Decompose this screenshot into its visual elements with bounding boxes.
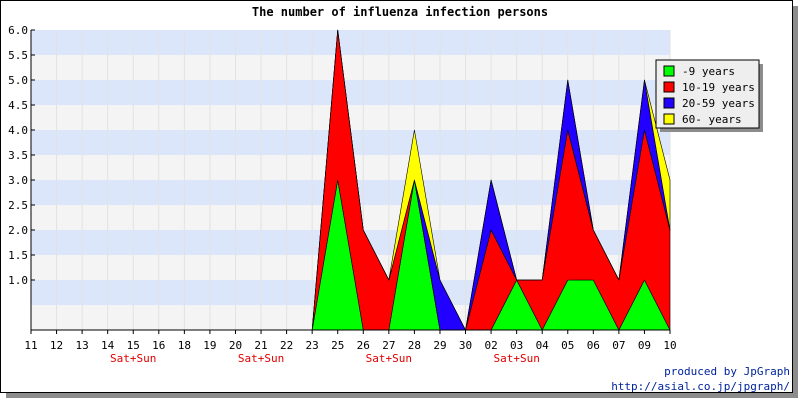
grid-band (31, 30, 670, 55)
weekend-label: Sat+Sun (366, 352, 412, 365)
weekend-label: Sat+Sun (110, 352, 156, 365)
legend: -9 years 10-19 years 20-59 years 60- years (655, 59, 763, 132)
y-tick-label: 3.0 (8, 174, 28, 187)
y-tick-label: 5.5 (8, 49, 28, 62)
x-tick-label: 19 (203, 339, 216, 352)
legend-swatch (663, 81, 675, 93)
x-tick-label: 06 (587, 339, 600, 352)
frame-shadow-bottom (6, 393, 798, 398)
x-tick-label: 09 (638, 339, 651, 352)
credit-url[interactable]: http://asial.co.jp/jpgraph/ (611, 380, 790, 393)
x-tick-label: 07 (612, 339, 625, 352)
x-tick-label: 05 (561, 339, 574, 352)
x-tick-label: 02 (484, 339, 497, 352)
frame-shadow-right (793, 6, 798, 398)
y-tick-label: 5.0 (8, 74, 28, 87)
legend-label: 10-19 years (682, 81, 755, 94)
chart-title: The number of influenza infection person… (252, 5, 548, 19)
x-tick-label: 23 (306, 339, 319, 352)
x-tick-label: 25 (331, 339, 344, 352)
grid-band (31, 55, 670, 80)
x-tick-label: 10 (663, 339, 676, 352)
x-tick-label: 04 (536, 339, 550, 352)
x-tick-label: 12 (50, 339, 63, 352)
y-tick-label: 1.5 (8, 249, 28, 262)
x-tick-label: 26 (357, 339, 370, 352)
weekend-label: Sat+Sun (238, 352, 284, 365)
x-tick-label: 29 (433, 339, 446, 352)
y-tick-label: 3.5 (8, 149, 28, 162)
legend-label: 20-59 years (682, 97, 755, 110)
x-tick-label: 18 (178, 339, 191, 352)
x-tick-label: 22 (280, 339, 293, 352)
x-tick-label: 13 (75, 339, 88, 352)
x-tick-label: 16 (152, 339, 165, 352)
legend-swatch (663, 65, 675, 77)
x-tick-label: 14 (101, 339, 115, 352)
x-tick-label: 27 (382, 339, 395, 352)
y-tick-label: 4.0 (8, 124, 28, 137)
weekend-labels: Sat+Sun Sat+Sun Sat+Sun Sat+Sun (110, 352, 540, 365)
x-tick-label: 03 (510, 339, 523, 352)
x-tick-label: 20 (229, 339, 242, 352)
y-tick-label: 6.0 (8, 24, 28, 37)
credit-produced-by: produced by JpGraph (664, 365, 790, 378)
y-tick-labels: 1.0 1.5 2.0 2.5 3.0 3.5 4.0 4.5 5.0 5.5 6.0 (8, 24, 35, 287)
weekend-label: Sat+Sun (493, 352, 539, 365)
grid-band (31, 80, 670, 105)
y-tick-label: 2.0 (8, 224, 28, 237)
legend-label: 60- years (682, 113, 742, 126)
x-tick-labels: 11 12 13 14 15 16 18 19 20 21 22 23 25 26 27 28 29 30 02 03… (24, 330, 677, 352)
y-tick-label: 2.5 (8, 199, 28, 212)
x-tick-label: 21 (254, 339, 267, 352)
x-tick-label: 11 (24, 339, 37, 352)
legend-swatch (663, 97, 675, 109)
x-tick-label: 15 (127, 339, 140, 352)
legend-label: -9 years (682, 65, 735, 78)
x-tick-label: 28 (408, 339, 421, 352)
legend-swatch (663, 113, 675, 125)
y-tick-label: 4.5 (8, 99, 28, 112)
y-tick-label: 1.0 (8, 274, 28, 287)
x-tick-label: 30 (459, 339, 472, 352)
